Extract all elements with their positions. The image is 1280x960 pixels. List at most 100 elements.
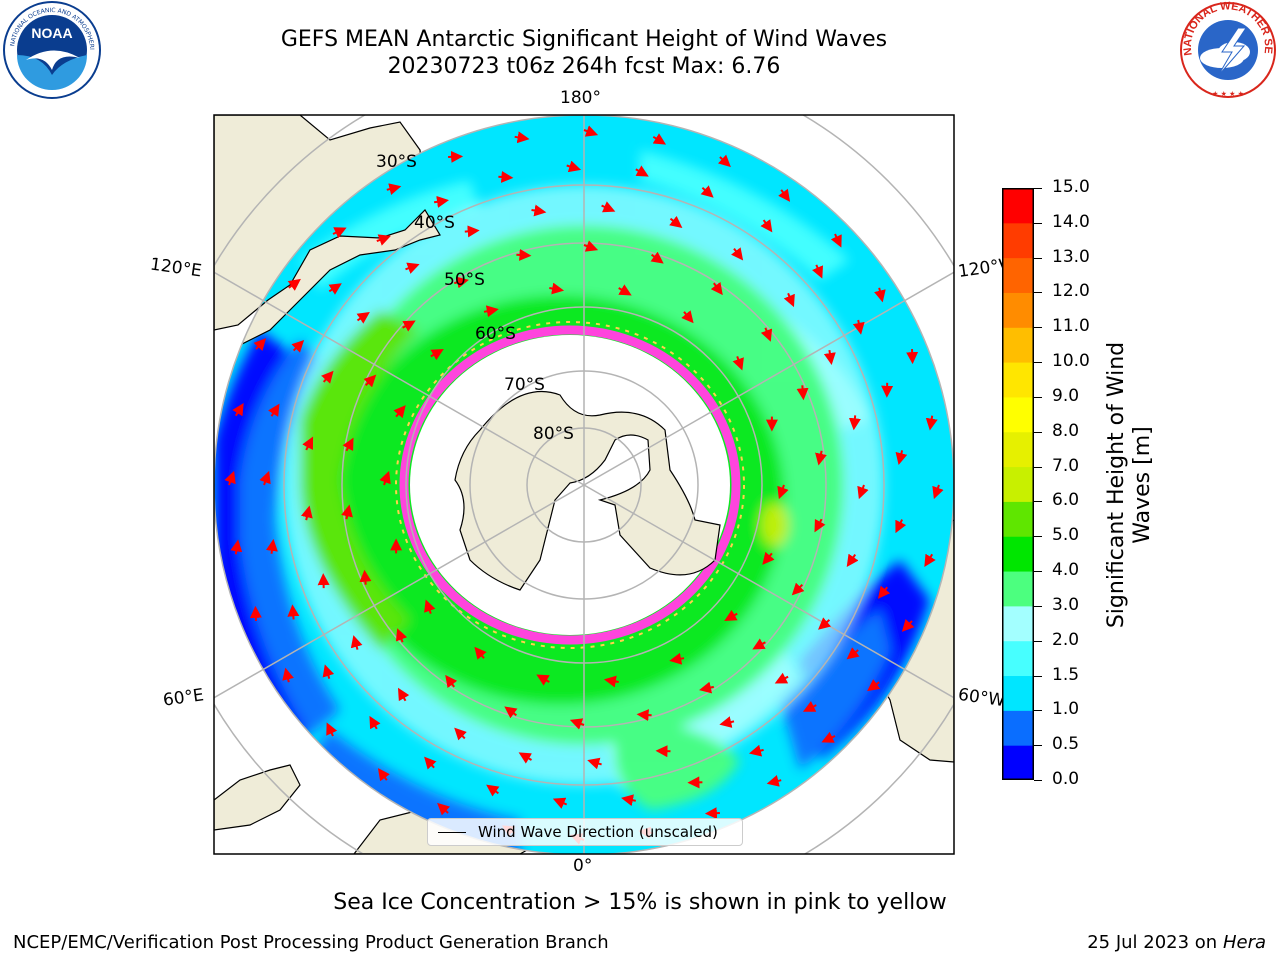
wind-wave-arrow	[748, 744, 764, 757]
colorbar-tick-label: 3.0	[1052, 594, 1080, 615]
colorbar-cell	[1002, 362, 1034, 398]
wind-wave-arrow	[379, 470, 391, 486]
wind-wave-arrow	[448, 150, 464, 163]
wind-wave-arrow	[282, 667, 294, 683]
wind-wave-arrow	[732, 356, 744, 371]
wind-wave-arrow	[350, 635, 363, 650]
footer-date: 25 Jul 2023 on Hera	[1087, 932, 1266, 953]
antarctica	[454, 391, 721, 591]
wind-wave-arrow	[710, 281, 723, 296]
wind-wave-arrow	[587, 757, 602, 770]
wind-wave-arrow	[895, 519, 907, 534]
colorbar-tick-mark	[1034, 605, 1042, 607]
wind-wave-arrow	[259, 470, 271, 486]
wind-wave-arrow	[249, 605, 262, 621]
lat-label-40s: 40°S	[414, 213, 455, 233]
legend-line-sample	[438, 832, 466, 833]
wind-wave-arrow	[230, 539, 243, 555]
colorbar-tick-mark	[1034, 327, 1042, 329]
colorbar-tick-label: 0.0	[1052, 769, 1080, 789]
wind-wave-arrow	[821, 731, 836, 743]
wind-wave-arrow	[791, 582, 805, 596]
wind-wave-arrow	[377, 768, 390, 782]
wind-wave-arrow	[363, 374, 377, 388]
colorbar-tick-label: 5.0	[1052, 525, 1080, 546]
wind-wave-arrow	[877, 585, 891, 599]
colorbar-tick-label: 14.0	[1052, 211, 1090, 232]
colorbar-tick-mark	[1034, 571, 1042, 573]
colorbar-tick-mark	[1034, 536, 1042, 538]
colorbar-tick-label: 13.0	[1052, 246, 1090, 267]
wind-wave-arrow	[603, 675, 619, 688]
wind-wave-arrow	[774, 672, 789, 684]
wind-wave-arrow	[760, 219, 773, 233]
noaa-logo: NOAA NATIONAL OCEANIC AND ATMOSPHERIC AD…	[2, 0, 101, 99]
colorbar-tick-mark	[1034, 501, 1042, 503]
wind-wave-arrow	[291, 339, 305, 353]
wind-wave-arrow	[681, 310, 694, 324]
nws-logo: NATIONAL WEATHER SERVICE ★ ★ ★ ★	[1178, 0, 1276, 98]
colorbar-tick-label: 6.0	[1052, 490, 1080, 511]
wind-wave-arrow	[474, 646, 487, 660]
colorbar-cell	[1002, 536, 1034, 572]
wind-wave-arrow	[814, 518, 826, 533]
colorbar-tick-label: 0.5	[1052, 734, 1080, 755]
wind-wave-arrow	[760, 327, 773, 342]
lat-label-60s: 60°S	[475, 324, 516, 344]
colorbar-tick-mark	[1034, 292, 1042, 294]
sea-ice-note: Sea Ice Concentration > 15% is shown in …	[333, 890, 947, 915]
wind-wave-arrow	[464, 225, 480, 238]
wind-wave-arrow	[514, 131, 530, 144]
colorbar-tick-label: 10.0	[1052, 351, 1090, 372]
wind-wave-arrow	[504, 706, 518, 719]
wind-wave-arrow	[924, 553, 936, 568]
colorbar-tick-label: 9.0	[1052, 385, 1080, 406]
wind-wave-arrow	[332, 227, 347, 239]
footer-date-text: 25 Jul 2023 on	[1087, 932, 1218, 953]
colorbar-tick-label: 1.5	[1052, 664, 1080, 685]
wind-wave-arrow	[287, 278, 301, 291]
wind-wave-arrow	[925, 415, 938, 431]
wind-wave-arrow	[376, 234, 391, 246]
wind-wave-arrow	[932, 484, 944, 500]
wind-wave-arrow	[802, 701, 817, 712]
wind-wave-arrow	[224, 470, 236, 486]
wind-wave-arrow	[322, 664, 335, 679]
colorbar-cell	[1002, 257, 1034, 293]
wind-wave-arrow	[326, 722, 338, 737]
wind-wave-arrow	[812, 264, 823, 279]
wind-wave-arrow	[483, 305, 499, 318]
colorbar-tick-mark	[1034, 745, 1042, 747]
wind-wave-arrow	[583, 125, 599, 137]
colorbar-tick-mark	[1034, 466, 1042, 468]
plot-title: GEFS MEAN Antarctic Significant Height o…	[280, 27, 888, 52]
wind-wave-arrow	[498, 170, 514, 183]
colorbar-label: Significant Height of Wind Waves [m]	[1104, 341, 1155, 629]
wind-wave-arrow	[830, 233, 842, 248]
colorbar-tick-mark	[1034, 396, 1042, 398]
wind-wave-arrow	[486, 784, 500, 797]
wind-wave-arrow	[718, 154, 731, 168]
wind-wave-arrow	[405, 262, 420, 274]
wind-wave-arrow	[818, 617, 832, 630]
wind-wave-arrow	[232, 402, 244, 417]
wind-wave-arrows	[224, 125, 944, 845]
wind-wave-arrow	[731, 247, 744, 261]
colorbar	[1002, 188, 1034, 780]
wind-wave-arrow	[895, 450, 908, 466]
colorbar-tick-mark	[1034, 188, 1042, 189]
colorbar-tick-label: 1.0	[1052, 699, 1080, 720]
colorbar-cell	[1002, 431, 1034, 468]
colorbar-tick-label: 11.0	[1052, 316, 1090, 337]
wind-wave-arrow	[265, 538, 278, 554]
plot-subtitle: 20230723 t06z 264h fcst Max: 6.76	[387, 54, 781, 79]
colorbar-cell	[1002, 188, 1034, 224]
wind-wave-arrow	[453, 276, 469, 289]
colorbar-cell	[1002, 222, 1034, 259]
wind-wave-arrow	[815, 450, 827, 466]
wind-wave-arrow	[268, 403, 280, 417]
wind-wave-arrow	[777, 484, 789, 500]
noaa-logo-text: NOAA	[31, 25, 72, 41]
wind-wave-arrow	[386, 183, 402, 195]
